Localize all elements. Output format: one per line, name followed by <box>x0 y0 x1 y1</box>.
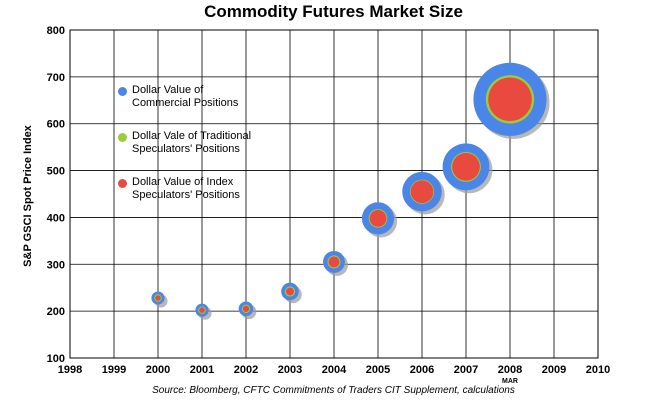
x-tick-sublabel: MAR <box>502 378 518 385</box>
legend-swatch-traditional <box>118 133 127 142</box>
x-tick-label: 2003 <box>278 364 302 376</box>
legend-label-index-line2: Speculators' Positions <box>132 189 240 201</box>
y-tick-label: 200 <box>47 306 65 318</box>
x-tick-label: 2000 <box>146 364 170 376</box>
legend-item-index: Dollar Value of Index Speculators' Posit… <box>118 176 251 202</box>
bubble-index <box>488 77 532 122</box>
x-tick-label: 2002 <box>234 364 258 376</box>
y-tick-label: 700 <box>47 72 65 84</box>
legend-label-index-line1: Dollar Value of Index <box>132 176 234 188</box>
x-tick-label: 1998 <box>58 364 82 376</box>
y-tick-label: 500 <box>47 166 65 178</box>
legend: Dollar Value of Commercial Positions Dol… <box>118 84 251 222</box>
x-tick-label: 2001 <box>190 364 214 376</box>
legend-swatch-commercial <box>118 87 127 96</box>
plot-area-frame <box>69 29 599 359</box>
legend-label-commercial-line2: Commercial Positions <box>132 97 239 109</box>
bubble-index <box>369 209 387 227</box>
bubble-index <box>410 180 434 204</box>
legend-label-traditional-line2: Speculators' Positions <box>132 143 240 155</box>
legend-item-traditional: Dollar Vale of Traditional Speculators' … <box>118 130 251 156</box>
x-tick-label: 1999 <box>102 364 126 376</box>
legend-label-traditional-line1: Dollar Vale of Traditional <box>132 130 252 142</box>
legend-item-commercial: Dollar Value of Commercial Positions <box>118 84 251 110</box>
bubble-index <box>199 307 205 313</box>
bubble-index <box>286 287 294 296</box>
bubble-index <box>155 295 161 301</box>
legend-label-commercial-line1: Dollar Value of <box>132 84 204 96</box>
y-tick-label: 300 <box>47 259 65 271</box>
bubble-index <box>452 152 480 181</box>
x-tick-label: 2007 <box>454 364 478 376</box>
x-tick-label: 2008 <box>498 364 522 376</box>
chart-title: Commodity Futures Market Size <box>204 2 463 21</box>
x-tick-label: 2010 <box>586 364 610 376</box>
x-tick-label: 2009 <box>542 364 566 376</box>
y-tick-label: 800 <box>47 25 65 37</box>
bubble-index <box>242 305 250 312</box>
legend-swatch-index <box>118 179 127 188</box>
x-tick-label: 2006 <box>410 364 434 376</box>
x-tick-label: 2005 <box>366 364 390 376</box>
y-tick-label: 600 <box>47 119 65 131</box>
bubble-index <box>328 256 340 268</box>
y-tick-label: 100 <box>47 353 65 365</box>
x-tick-label: 2004 <box>322 364 347 376</box>
y-tick-label: 400 <box>47 212 65 224</box>
source-note: Source: Bloomberg, CFTC Commitments of T… <box>152 385 515 396</box>
